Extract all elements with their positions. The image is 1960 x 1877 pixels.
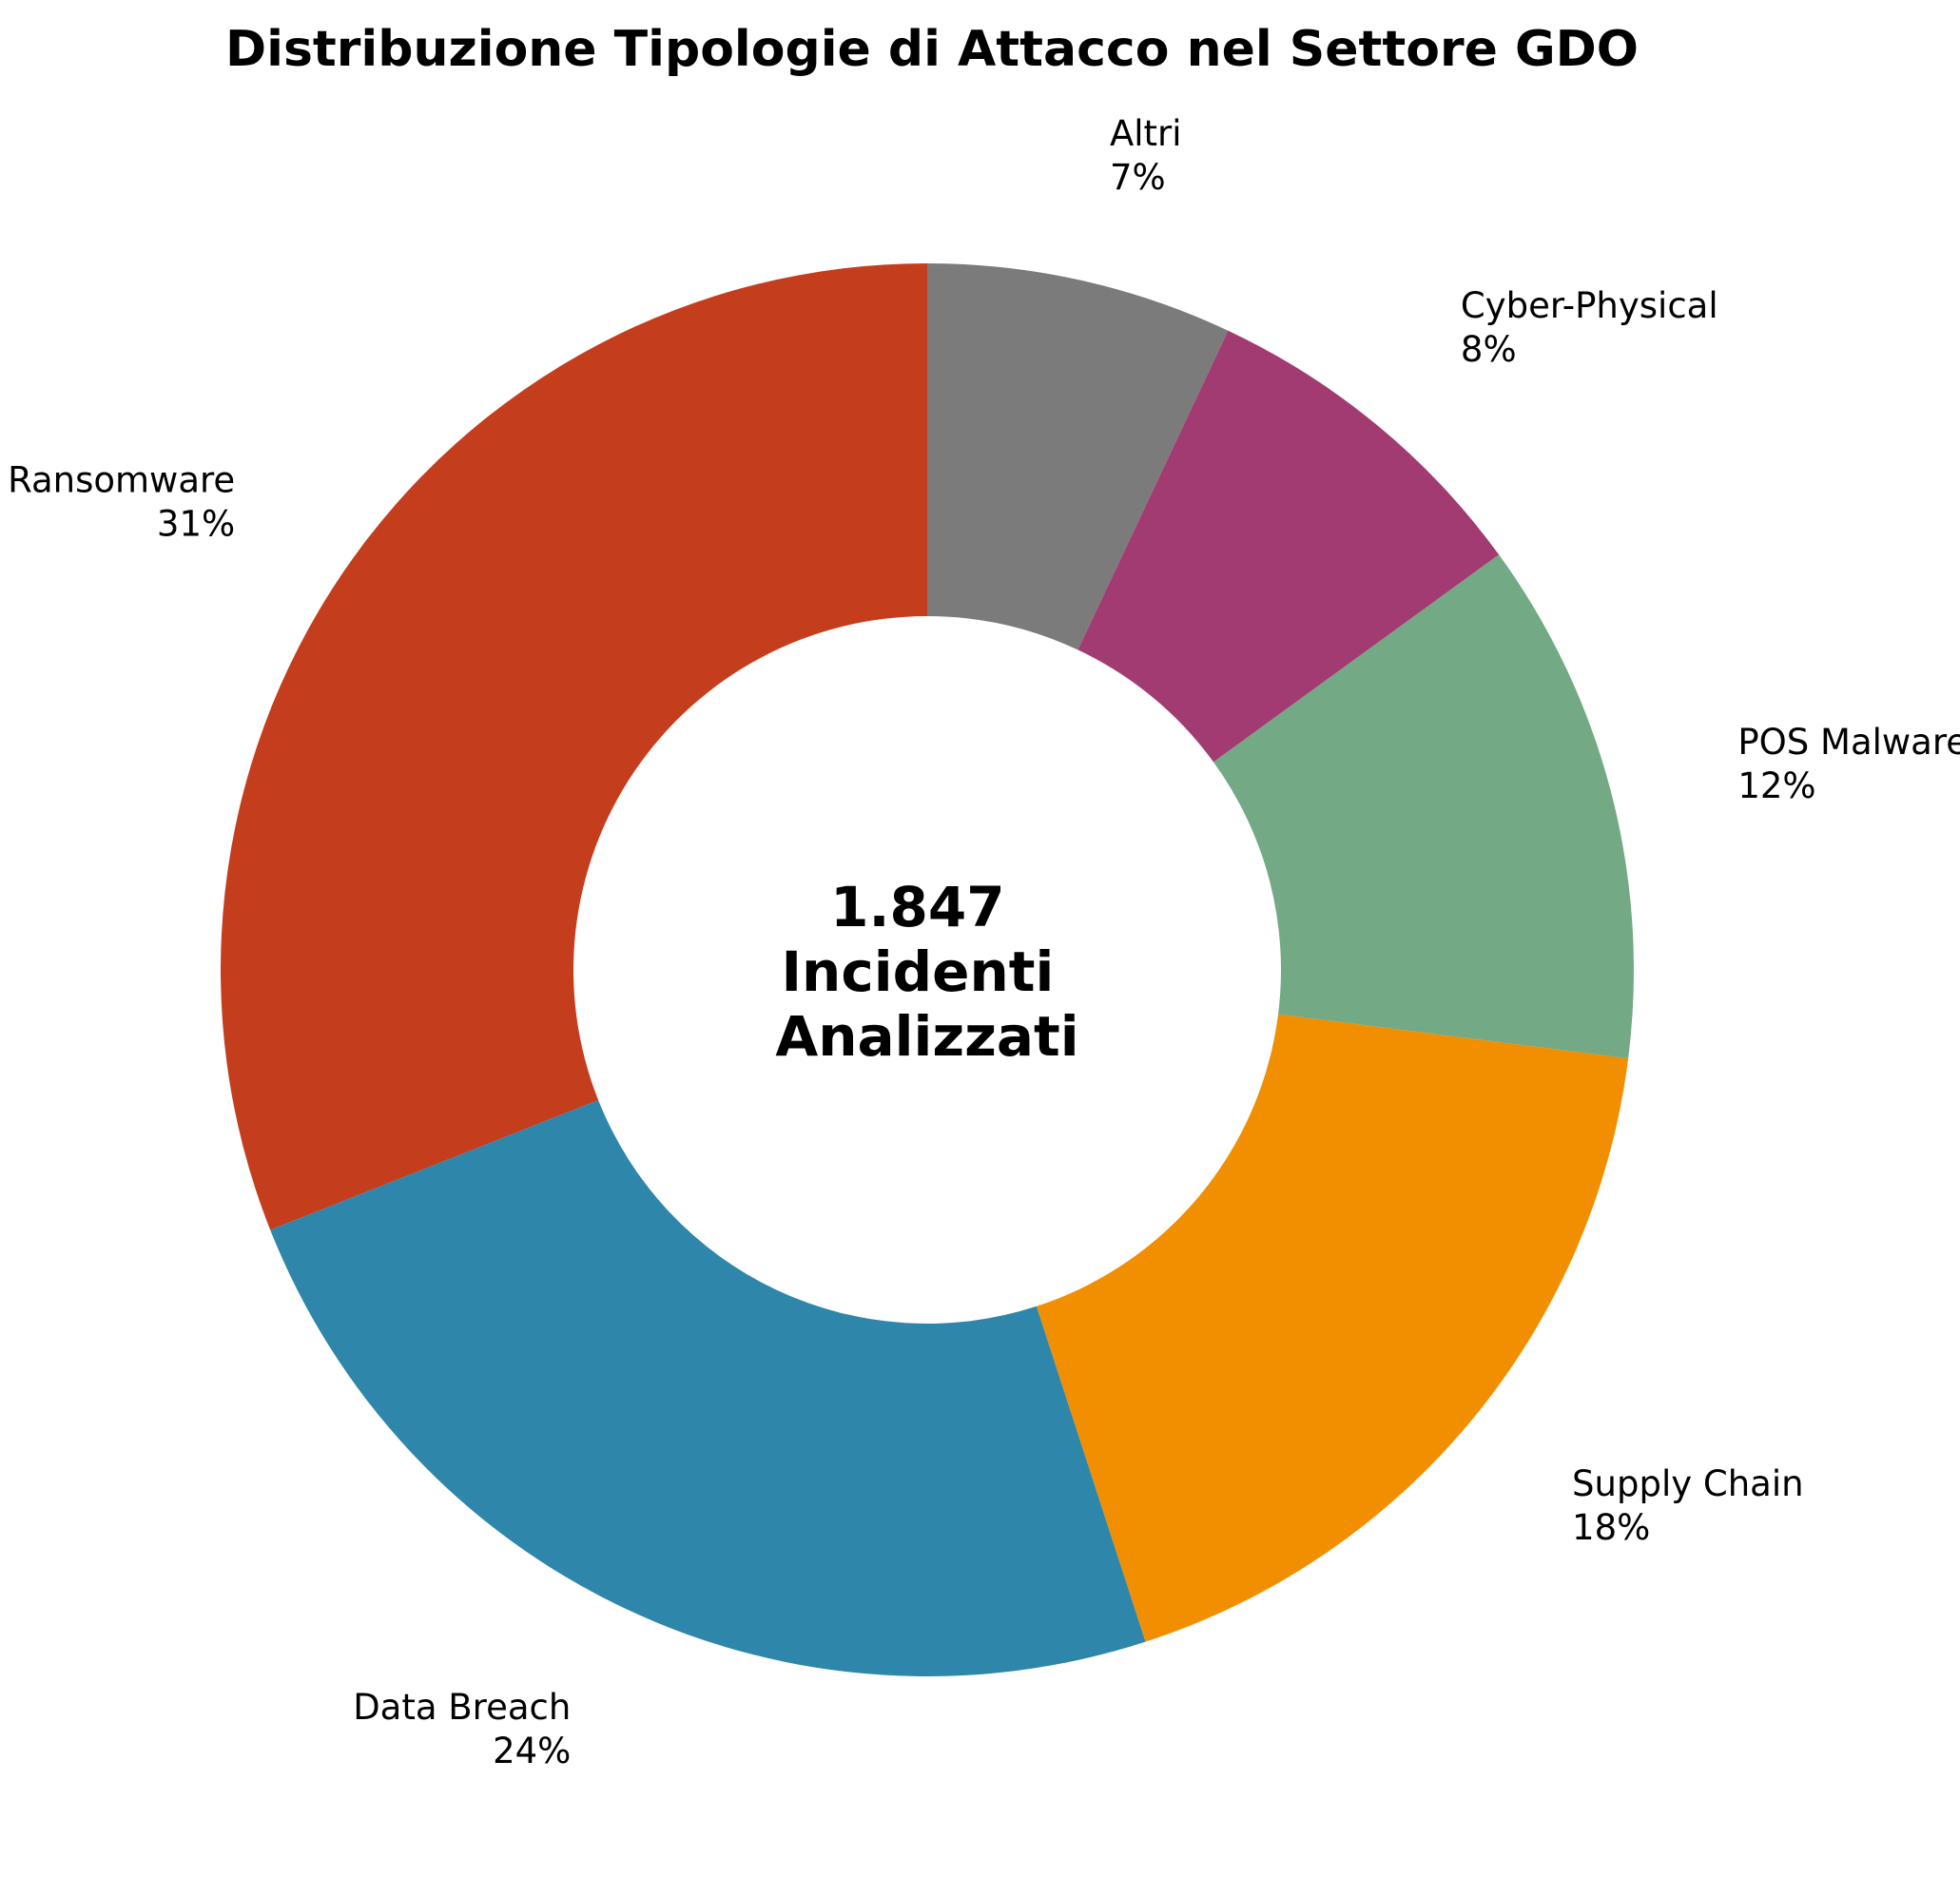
slice-label-pos-malware: POS Malware 12%	[1737, 722, 1960, 806]
slice-label-name: Supply Chain	[1572, 1463, 1804, 1504]
center-label-line-2: Incidenti	[781, 939, 1054, 1004]
slice-label-data-breach: Data Breach 24%	[353, 1687, 571, 1771]
chart-title: Distribuzione Tipologie di Attacco nel S…	[224, 21, 1640, 78]
slice-label-name: Altri	[1110, 113, 1182, 154]
labels-layer: Ransomware 31%Data Breach 24%Supply Chain 1…	[8, 113, 1960, 1771]
slice-altri	[927, 263, 1229, 650]
slice-label-name: Data Breach	[353, 1687, 571, 1728]
slice-label-percent: 12%	[1737, 765, 1815, 806]
slice-label-supply-chain: Supply Chain 18%	[1572, 1463, 1804, 1548]
slice-label-percent: 18%	[1572, 1507, 1650, 1548]
slice-label-name: POS Malware	[1737, 722, 1960, 763]
center-label: 1.847 Incidenti Analizzati	[775, 875, 1078, 1069]
slice-label-altri: Altri 7%	[1110, 113, 1182, 198]
slice-label-cyber-physical: Cyber-Physical 8%	[1461, 285, 1718, 370]
slices-layer	[221, 263, 1634, 1676]
center-label-line-3: Analizzati	[775, 1004, 1078, 1069]
slice-data-breach	[270, 1099, 1146, 1676]
slice-label-percent: 7%	[1110, 157, 1166, 198]
slice-label-percent: 24%	[493, 1731, 571, 1771]
slice-label-ransomware: Ransomware 31%	[8, 459, 235, 544]
slice-pos-malware	[1213, 554, 1634, 1059]
slice-cyber-physical	[1077, 330, 1500, 763]
slice-ransomware	[221, 263, 928, 1230]
center-label-line-1: 1.847	[830, 875, 1004, 939]
slice-label-percent: 31%	[157, 503, 235, 544]
slice-label-percent: 8%	[1461, 329, 1517, 370]
slice-label-name: Cyber-Physical	[1461, 285, 1718, 326]
slice-supply-chain	[1036, 1014, 1629, 1642]
slice-label-name: Ransomware	[8, 459, 235, 500]
